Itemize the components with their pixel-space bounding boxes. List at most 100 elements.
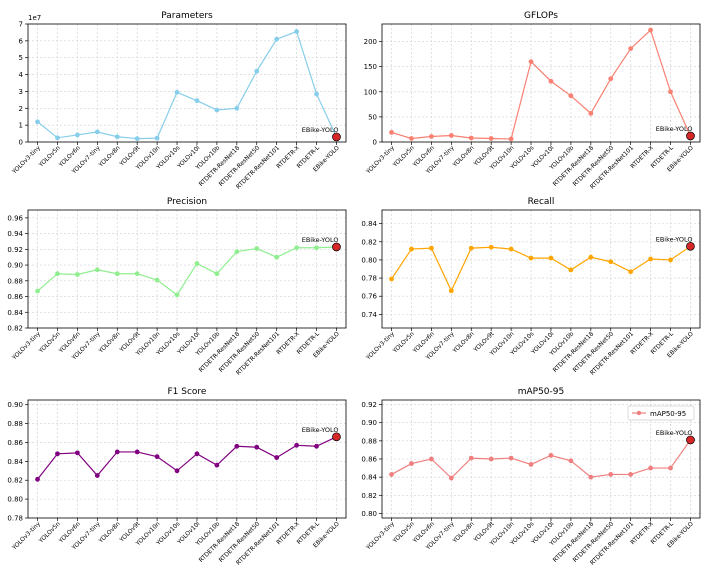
y-tick-label: 0.80 [7,496,23,504]
data-point [74,450,80,456]
data-point [55,271,60,277]
data-point [608,259,614,265]
data-point [214,462,220,468]
y-tick-label: 0.90 [7,401,23,409]
y-tick-label: 3 [19,88,23,96]
y-tick-label: 0.90 [361,419,377,427]
chart-3: Recall 0.74 0.76 0.78 0.80 0.82 0.84 YOLOv3-tin… [361,197,701,377]
y-tick-label: 0.92 [7,246,23,254]
y-tick-label: 0.92 [361,401,377,409]
data-point [35,476,40,482]
data-point [74,132,80,138]
legend-label: mAP50-95 [650,410,686,418]
data-point [588,474,594,480]
highlight-annotation: EBike-YOLO [656,125,693,133]
data-point [428,245,434,251]
data-point [409,246,414,252]
y-tick-label: 0 [373,139,377,147]
data-point [114,449,120,455]
data-point [274,455,280,460]
highlight-annotation: EBike-YOLO [302,426,339,434]
data-point [314,443,319,449]
legend-marker [636,410,642,416]
chart-title: Parameters [161,11,213,21]
chart-0: Parameters1e701234567YOLOv3-tinyYOLOv5nY… [10,11,347,191]
x-tick-label: YOLOv8n [451,144,476,169]
y-tick-label: 0.78 [7,515,23,523]
data-point [608,76,614,82]
data-point [214,107,220,113]
y-tick-label: 0.84 [361,220,377,228]
data-point [668,89,673,95]
highlight-marker [332,432,341,442]
chart-title: F1 Score [168,387,207,397]
data-point [448,475,454,481]
data-point [508,136,514,142]
y-tick-label: 0.76 [361,293,377,301]
data-point [648,465,654,471]
data-point [114,271,120,277]
data-point [94,473,100,478]
data-point [114,134,120,140]
data-point [668,257,673,263]
data-point [428,134,434,139]
highlight-marker [332,132,341,142]
highlight-annotation: EBike-YOLO [302,236,339,244]
data-point [488,136,494,141]
y-tick-label: 0.82 [361,492,377,500]
data-point [468,245,474,251]
data-point [428,456,434,462]
x-tick-label: YOLOv3-tiny [10,330,42,362]
data-point [274,254,280,260]
y-tick-label: 0.82 [361,238,377,246]
plot-frame [27,399,347,519]
data-point [528,462,534,467]
data-point [608,472,614,477]
data-point [154,135,160,141]
data-point [254,246,260,251]
data-point [568,93,574,99]
y-tick-label: 6 [19,37,24,45]
y-tick-label: 2 [19,105,23,113]
y-tick-label: 0.86 [361,456,377,464]
y-tick-label: 0.86 [7,293,23,301]
data-point [488,456,494,462]
data-point [134,271,140,277]
chart-5: mAP50-95 0.80 0.82 0.84 0.86 0.88 0.90 0.92 YOLO… [361,387,701,567]
data-point [448,133,454,138]
data-point [628,269,634,275]
y-tick-label: 0.88 [7,420,23,428]
data-point [528,255,534,261]
y-tick-label: 0.82 [7,477,23,485]
chart-1: GFLOPs050100150200YOLOv3-tinyYOLOv5nYOLO… [364,11,701,191]
data-point [648,27,654,33]
y-tick-label: 0.94 [7,230,23,238]
data-point [94,267,100,273]
data-point [274,36,280,42]
y-tick-label: 0.88 [361,437,377,445]
data-point [389,276,394,282]
x-tick-label: YOLOv3-tiny [364,330,396,362]
data-point [254,68,260,74]
data-point [628,46,634,52]
highlight-annotation: EBike-YOLO [656,429,693,437]
x-tick-label: YOLOv3-tiny [364,520,396,552]
x-tick-label: YOLOv3-tiny [10,144,42,176]
data-point [294,29,300,34]
plot-frame [27,23,347,143]
data-point [548,255,554,261]
series-line [391,245,691,293]
y-tick-label: 0.90 [7,262,23,270]
data-point [55,135,60,141]
data-point [548,78,554,84]
data-point [55,451,60,457]
data-point [94,129,100,135]
y-tick-label: 0.88 [7,277,23,285]
y-tick-label: 0.86 [7,439,23,447]
data-point [668,465,673,471]
data-point [588,110,594,116]
data-point [134,136,140,142]
highlight-annotation: EBike-YOLO [302,126,339,134]
data-point [234,249,240,255]
data-point [568,458,574,464]
